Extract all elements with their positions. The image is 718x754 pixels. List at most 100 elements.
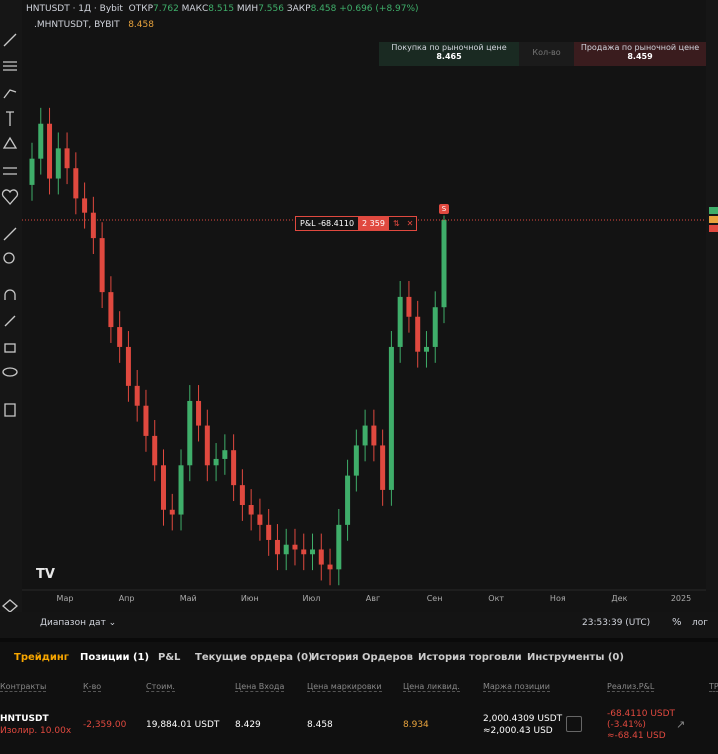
watermark: TV [36, 567, 55, 582]
position-qty: 2 359 [358, 217, 389, 230]
candle-body [239, 485, 245, 506]
compare: .MHNTUSDT, BYBIT 8.458 [34, 20, 154, 30]
candle-body [371, 425, 377, 446]
candle-body [38, 123, 44, 159]
candle-body [353, 445, 359, 476]
x-tick-label: Окт [488, 594, 504, 603]
candle-body [327, 564, 333, 570]
candle-body [99, 238, 105, 293]
candle-body [283, 544, 289, 555]
column-header: ТР [709, 682, 718, 692]
change: +0.696 (+8.97%) [339, 4, 419, 14]
price-tag [709, 225, 718, 232]
cell-mode: Изолир. 10.00x [0, 726, 72, 736]
candle-body [64, 148, 70, 169]
cell-pnl-pct: (-3.41%) [607, 720, 646, 730]
percent-toggle[interactable]: % [672, 617, 682, 628]
x-tick-label: Мар [57, 594, 74, 603]
candle-body [415, 316, 421, 352]
chart: TV Мар Апр Май Июн Июл Авг Сен Окт Ноя Дек 2025 [1, 0, 718, 612]
cell-margin: 2,000.4309 USDT [483, 714, 563, 724]
candle-body [108, 292, 114, 328]
sell-button[interactable]: Продажа по рыночной цене 8.459 [574, 42, 706, 66]
candle-body [178, 465, 184, 515]
candle-body [29, 158, 35, 185]
column-header: Маржа позиции [483, 682, 550, 692]
tab[interactable]: История торговли [418, 652, 522, 663]
ohlc-value: 8.515 [208, 4, 235, 14]
candle-body [204, 425, 210, 466]
x-tick-label: Июл [302, 594, 320, 603]
candle-body [213, 458, 219, 466]
tab[interactable]: P&L [158, 652, 181, 663]
cell-margin-usd: ≈2,000.43 USD [483, 726, 553, 736]
candle-body [222, 450, 228, 459]
candle-body [73, 168, 79, 199]
positions-panel: Трейдинг Позиции (1) P&L Текущие ордера (0)… [0, 638, 718, 754]
ohlc-value: 7.762 [153, 4, 179, 14]
compare-symbol: .MHNTUSDT, BYBIT [34, 20, 120, 30]
candle-body [152, 435, 158, 466]
candle-body [134, 385, 140, 406]
tab[interactable]: История Ордеров [311, 652, 413, 663]
pnl: P&L -68.4110 [300, 219, 355, 228]
tool-icons [1, 33, 19, 612]
candle-body [90, 212, 96, 239]
candle-body [406, 296, 412, 317]
candle-body [362, 425, 368, 446]
cell-pnl-usd: ≈-68.41 USD [607, 731, 666, 741]
reverse-icon[interactable]: ⇅ [392, 219, 400, 228]
column-header: Стоим. [146, 682, 175, 692]
candle-body [169, 509, 175, 515]
candle-body [318, 549, 324, 565]
log-toggle[interactable]: лог [692, 618, 708, 628]
close-icon[interactable]: ✕ [406, 219, 414, 228]
share-icon[interactable]: ↗ [676, 718, 686, 731]
ohlc-value: 8.458 [310, 4, 337, 14]
column-header: Реализ.P&L [607, 682, 655, 692]
order-panel: Покупка по рыночной цене 8.465 Кол-во Про… [379, 42, 706, 66]
position-label[interactable]: P&L -68.4110 2 359 ⇅ ✕ [295, 216, 418, 231]
tab[interactable]: Текущие ордера (0) [195, 652, 313, 663]
cell-value: 19,884.01 USDT [146, 720, 220, 730]
sell-label: Продажа по рыночной цене [580, 43, 700, 52]
tab[interactable]: Инструменты (0) [527, 652, 624, 663]
edit-margin[interactable] [566, 716, 582, 732]
cell-contract: HNTUSDT [0, 714, 49, 724]
candle-body [248, 505, 254, 515]
date-range[interactable]: Диапазон дат ⌄ [40, 618, 117, 628]
candle-body [266, 524, 272, 540]
tab[interactable]: Позиции (1) [80, 652, 150, 663]
ohlc-value: 7.556 [258, 4, 284, 14]
bottom-bar: Диапазон дат ⌄ 23:53:39 (UTC) % лог [0, 612, 718, 638]
x-tick-label: Апр [119, 594, 135, 603]
x-tick-label: Сен [427, 594, 443, 603]
column-header: Цена Входа [235, 682, 285, 692]
x-tick-label: Дек [611, 594, 627, 603]
buy-button[interactable]: Покупка по рыночной цене 8.465 [379, 42, 519, 66]
price-tag [709, 216, 718, 223]
candle-body [388, 346, 394, 490]
candle-body [231, 450, 237, 486]
tab[interactable]: Трейдинг [14, 652, 69, 663]
x-tick-label: Июн [241, 594, 259, 603]
candle-body [274, 539, 280, 555]
candle-body [82, 198, 88, 213]
candle-body [397, 296, 403, 347]
candle-body [380, 445, 386, 490]
x-tick-label: Авг [366, 594, 380, 603]
column-header: Контракты [0, 682, 47, 692]
candle-body [336, 524, 342, 570]
candle-body [143, 405, 149, 436]
cell-mark: 8.458 [307, 720, 333, 730]
candle-body [47, 123, 53, 179]
cell-qty: -2,359.00 [83, 720, 127, 730]
symbol: HNTUSDT · 1Д · Bybit [26, 4, 123, 14]
price-axis [706, 0, 718, 590]
candle-body [345, 475, 351, 525]
sell-marker: S [439, 204, 449, 214]
candle-body [125, 346, 131, 386]
candle-body [441, 220, 447, 308]
qty-input[interactable]: Кол-во [532, 48, 561, 57]
